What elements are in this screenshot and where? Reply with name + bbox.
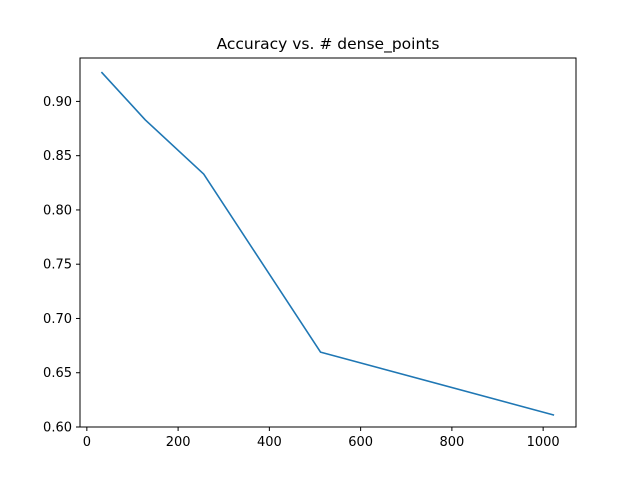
y-tick-label: 0.60	[43, 421, 72, 436]
y-tick-label: 0.65	[43, 366, 72, 381]
series-layer	[100, 71, 555, 416]
plot-area-frame	[79, 57, 577, 428]
y-axis-ticks: 0.60 0.65 0.70 0.75 0.80 0.85 0.90	[43, 95, 80, 436]
x-axis-ticks: 0 200 400 600 800 1000	[83, 427, 560, 450]
y-tick-label: 0.70	[43, 312, 72, 327]
y-tick-label: 0.85	[43, 149, 72, 164]
y-tick-label: 0.90	[43, 95, 72, 110]
series-line	[100, 71, 555, 416]
x-tick-label: 400	[257, 435, 282, 450]
x-tick-label: 0	[83, 435, 91, 450]
y-tick-label: 0.75	[43, 258, 72, 273]
x-tick-label: 800	[439, 435, 464, 450]
x-tick-label: 200	[166, 435, 191, 450]
x-tick-label: 1000	[527, 435, 560, 450]
chart-title: Accuracy vs. # dense_points	[217, 35, 440, 54]
x-tick-label: 600	[348, 435, 373, 450]
y-tick-label: 0.80	[43, 203, 72, 218]
